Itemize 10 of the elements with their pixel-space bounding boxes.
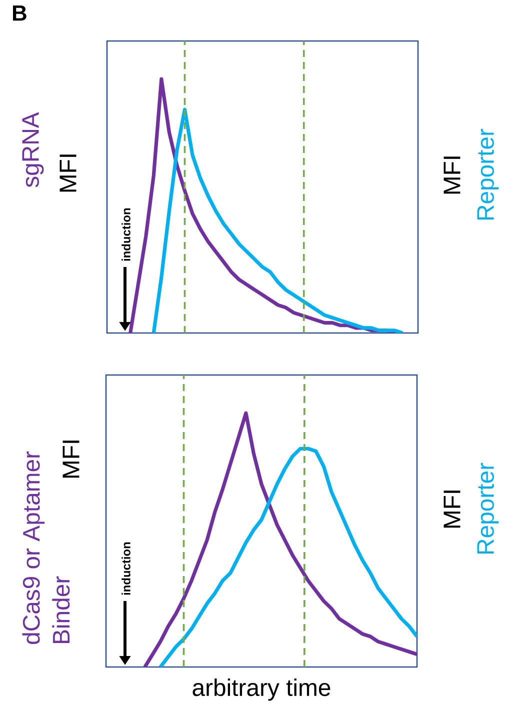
y2-axis-title: MFI <box>444 490 460 528</box>
y2-axis-title: MFI <box>444 156 460 194</box>
text: sgRNA <box>22 112 44 188</box>
x-axis-title: arbitrary time <box>192 678 330 701</box>
chart-title: B <box>12 6 26 21</box>
text: Reporter <box>477 462 499 554</box>
annotation: induction <box>122 208 130 261</box>
y-axis-title: MFI <box>60 154 76 192</box>
annotation: induction <box>122 542 130 595</box>
text: Reporter <box>477 128 499 220</box>
